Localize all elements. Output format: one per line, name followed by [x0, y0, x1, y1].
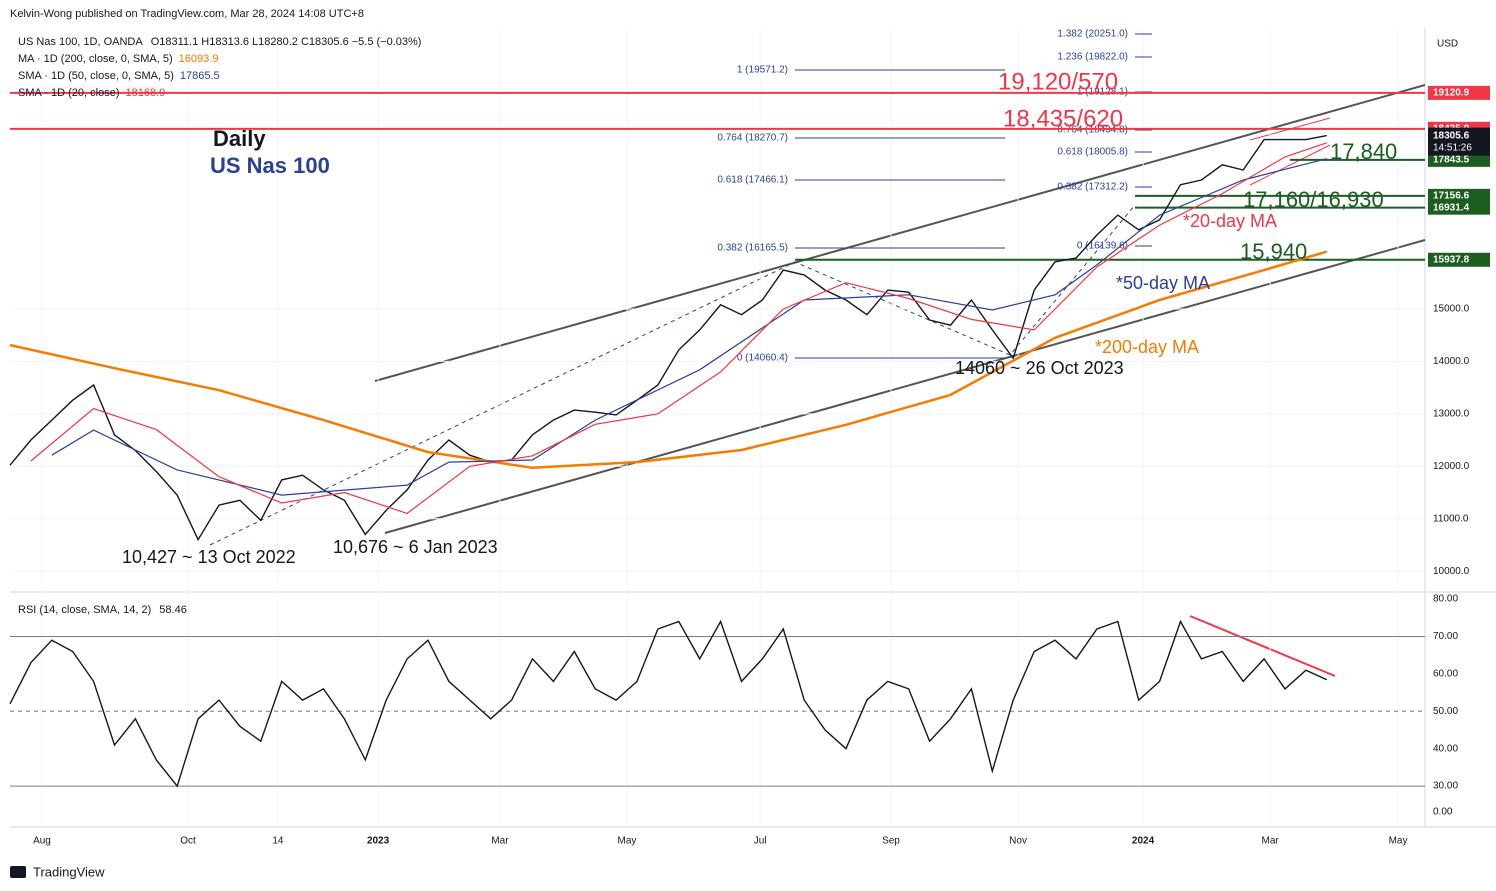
- y-tick-label: 12000.0: [1433, 461, 1470, 472]
- fib-label: 1.236 (19822.0): [1057, 52, 1128, 63]
- level-text: 15,940: [1240, 239, 1307, 264]
- x-tick-label: Nov: [1009, 836, 1027, 847]
- rsi-legend: RSI (14, close, SMA, 14, 2) 58.46: [18, 604, 187, 616]
- price-box: [1428, 188, 1490, 203]
- series-line: [51, 158, 1327, 496]
- x-tick-label: Jul: [754, 836, 767, 847]
- fib-label: 1 (19571.2): [737, 65, 788, 76]
- price-box: [1428, 200, 1490, 215]
- level-text: 19,120/570: [998, 68, 1118, 95]
- minor-channel: [1249, 144, 1331, 186]
- legend-ma50: SMA · 1D (50, close, 0, SMA, 5) 17865.5: [18, 70, 220, 82]
- x-tick-label: Mar: [1262, 836, 1280, 847]
- price-box: [1428, 85, 1490, 100]
- y-tick-label: 40.00: [1433, 743, 1458, 754]
- currency: USD: [1437, 39, 1458, 50]
- y-tick-label: 60.00: [1433, 669, 1458, 680]
- level-text: 17,160/16,930: [1243, 187, 1384, 212]
- subtitle: US Nas 100: [210, 153, 330, 178]
- fib-label: 0.764 (18270.7): [717, 133, 788, 144]
- series-line: [9, 619, 1328, 788]
- channel-line: [374, 84, 1426, 382]
- price-box: [1428, 252, 1490, 267]
- fib-label: 0 (16139.6): [1077, 241, 1128, 252]
- x-tick-label: May: [1389, 836, 1408, 847]
- level-text: 17,840: [1330, 139, 1397, 164]
- annotation: *200-day MA: [1095, 337, 1199, 357]
- fib-label: 0.382 (17312.2): [1057, 182, 1128, 193]
- series-line: [9, 134, 1327, 542]
- y-tick-label: 15000.0: [1433, 304, 1470, 315]
- x-tick-label: Mar: [491, 836, 509, 847]
- fib-label: 0.764 (18434.8): [1057, 125, 1128, 136]
- x-tick-label: 2023: [367, 836, 390, 847]
- annotation: 10,427 ~ 13 Oct 2022: [122, 547, 296, 567]
- x-tick-label: Aug: [33, 836, 51, 847]
- header: Kelvin-Wong published on TradingView.com…: [10, 8, 364, 20]
- price-box-label: 17156.6: [1433, 191, 1470, 202]
- y-tick-label: 80.00: [1433, 594, 1458, 605]
- y-tick-label: 10000.0: [1433, 566, 1470, 577]
- title: Daily: [213, 126, 266, 151]
- x-tick-label: Oct: [180, 836, 196, 847]
- footer: TradingView: [33, 864, 105, 879]
- channel-line: [384, 239, 1426, 534]
- legend-ma200: MA · 1D (200, close, 0, SMA, 5) 16093.9: [18, 53, 218, 65]
- annotation: 10,676 ~ 6 Jan 2023: [333, 537, 498, 557]
- series-line: [9, 250, 1328, 470]
- last-price-box: [1428, 127, 1490, 156]
- y-tick-label: 30.00: [1433, 781, 1458, 792]
- x-tick-label: 14: [272, 836, 284, 847]
- y-tick-label: 70.00: [1433, 631, 1458, 642]
- price-box-label: 16931.4: [1433, 202, 1470, 213]
- last-price-label: 18305.6: [1433, 130, 1470, 141]
- y-tick-label: 0.00: [1433, 807, 1453, 818]
- fib-label: 0.618 (18005.8): [1057, 147, 1128, 158]
- legend-ma20: SMA · 1D (20, close) 18168.9: [18, 87, 165, 99]
- y-tick-label: 50.00: [1433, 706, 1458, 717]
- logo: [10, 866, 26, 878]
- fib-label: 0.382 (16165.5): [717, 243, 788, 254]
- price-box-label: 17843.5: [1433, 154, 1470, 165]
- rsi-trendline: [1189, 615, 1336, 677]
- fib-label: 0.618 (17466.1): [717, 175, 788, 186]
- series-line: [30, 142, 1327, 515]
- legend-symbol: US Nas 100, 1D, OANDA O18311.1 H18313.6 L…: [18, 36, 421, 48]
- price-box: [1428, 152, 1490, 167]
- annotation: 14060 ~ 26 Oct 2023: [955, 358, 1124, 378]
- y-tick-label: 14000.0: [1433, 356, 1470, 367]
- annotation: *50-day MA: [1116, 273, 1210, 293]
- fib-label: 0 (14060.4): [737, 353, 788, 364]
- annotation: *20-day MA: [1183, 211, 1277, 231]
- x-tick-label: 2024: [1132, 836, 1155, 847]
- price-box-label: 19120.9: [1433, 88, 1470, 99]
- countdown: 14:51:26: [1433, 142, 1472, 153]
- price-box-label: 15937.8: [1433, 254, 1470, 265]
- y-tick-label: 13000.0: [1433, 408, 1470, 419]
- x-tick-label: Sep: [882, 836, 900, 847]
- level-text: 18,435/620: [1003, 105, 1123, 132]
- plot: 10000.0 11000.0 12000.0 13000.0 14000.0 15000…: [9, 29, 1490, 847]
- x-tick-label: May: [618, 836, 637, 847]
- fib-label: 1.382 (20251.0): [1057, 29, 1128, 40]
- y-tick-label: 11000.0: [1433, 513, 1469, 524]
